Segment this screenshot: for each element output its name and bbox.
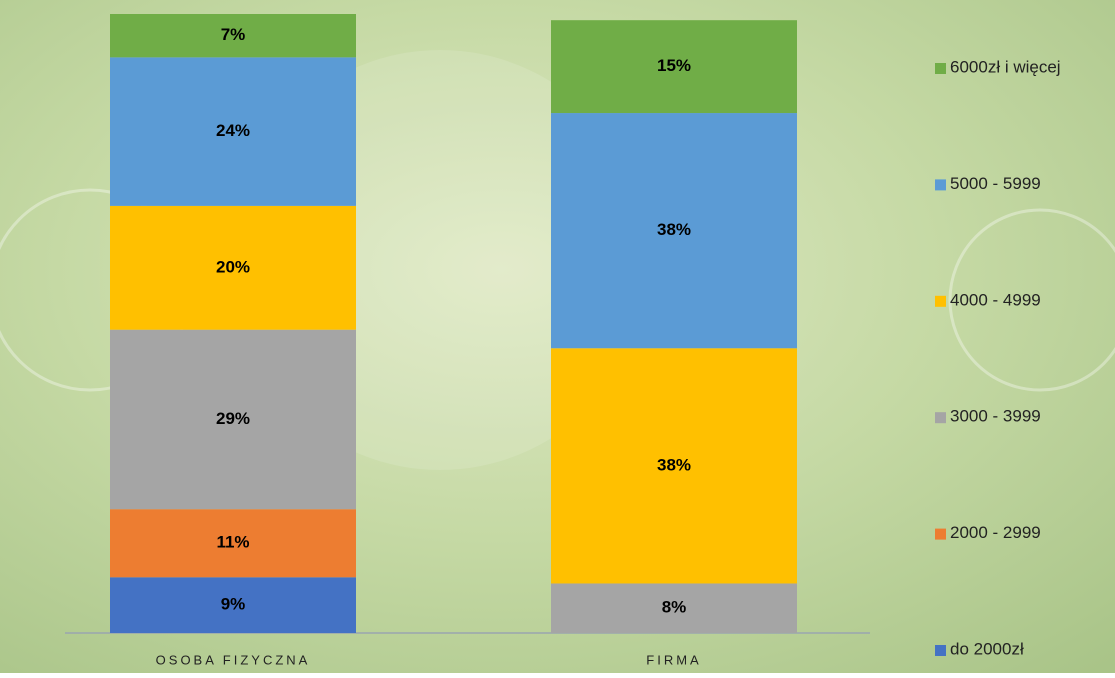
legend-swatch	[935, 645, 946, 656]
data-label: 15%	[657, 56, 691, 75]
legend-label: 3000 - 3999	[950, 407, 1041, 426]
x-tick-label: OSOBA FIZYCZNA	[156, 652, 311, 667]
data-label: 11%	[216, 533, 249, 552]
legend-label: 5000 - 5999	[950, 174, 1041, 193]
data-label: 20%	[216, 257, 250, 276]
x-tick-label: FIRMA	[646, 652, 701, 667]
legend-label: do 2000zł	[950, 639, 1024, 658]
legend-label: 6000zł i więcej	[950, 57, 1061, 76]
legend-swatch	[935, 63, 946, 74]
legend-swatch	[935, 412, 946, 423]
data-label: 38%	[657, 455, 691, 474]
data-label: 8%	[662, 598, 687, 617]
legend-swatch	[935, 179, 946, 190]
legend-swatch	[935, 529, 946, 540]
chart: 9% 11% 29% 20% 24% 7% OSOBA FIZYCZNA 8% 38% 38% 15…	[0, 0, 1115, 673]
legend-label: 2000 - 2999	[950, 523, 1041, 542]
legend-label: 4000 - 4999	[950, 290, 1041, 309]
legend-swatch	[935, 296, 946, 307]
data-label: 24%	[216, 121, 250, 140]
data-label: 9%	[221, 595, 246, 614]
data-label: 29%	[216, 409, 250, 428]
data-label: 7%	[221, 25, 246, 44]
data-label: 38%	[657, 220, 691, 239]
